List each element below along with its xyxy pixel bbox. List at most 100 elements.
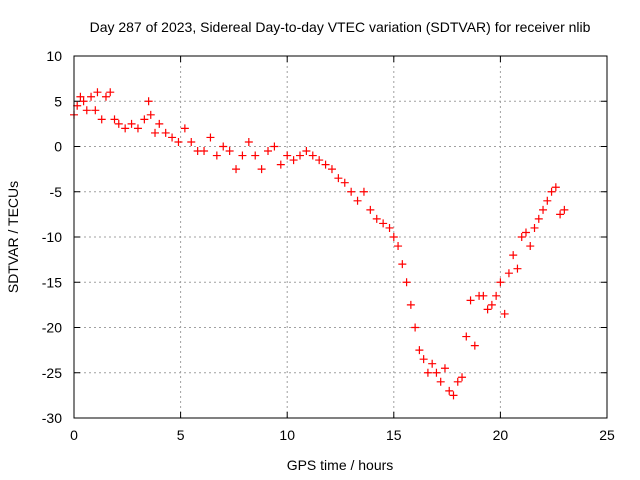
data-point — [470, 341, 479, 350]
data-point — [334, 174, 343, 183]
data-point — [270, 142, 279, 151]
data-point — [547, 187, 556, 196]
data-point — [289, 156, 298, 165]
data-point — [82, 106, 91, 115]
data-point — [462, 332, 471, 341]
y-tick-label: -20 — [42, 320, 62, 336]
data-point — [146, 110, 155, 119]
data-point — [251, 151, 260, 160]
data-point — [110, 115, 119, 124]
data-point — [517, 233, 526, 241]
x-tick-label: 25 — [599, 427, 615, 443]
data-point — [428, 359, 437, 368]
data-point — [97, 115, 106, 124]
data-points — [70, 88, 569, 400]
y-tick-label: 10 — [46, 48, 62, 64]
data-point — [487, 300, 496, 309]
data-point — [127, 119, 136, 128]
data-point — [445, 386, 454, 395]
data-point — [140, 115, 149, 124]
data-point — [492, 291, 501, 300]
data-point — [458, 373, 467, 382]
data-point — [379, 219, 388, 228]
data-point — [449, 391, 458, 400]
data-point — [232, 165, 241, 174]
data-point — [238, 151, 247, 160]
data-point — [509, 251, 518, 260]
data-point — [225, 147, 234, 156]
data-point — [174, 137, 183, 146]
y-tick-label: -15 — [42, 274, 62, 290]
data-point — [359, 187, 368, 196]
x-tick-label: 5 — [177, 427, 185, 443]
data-point — [479, 291, 488, 300]
data-point — [526, 242, 535, 251]
data-point — [168, 133, 177, 142]
data-point — [101, 92, 110, 101]
data-point — [91, 106, 100, 115]
data-point — [556, 210, 565, 219]
data-point — [155, 119, 164, 128]
data-point — [453, 377, 462, 386]
data-point — [308, 151, 317, 160]
data-point — [385, 223, 394, 232]
y-tick-label: -5 — [50, 184, 63, 200]
data-point — [315, 156, 324, 165]
data-point — [244, 137, 253, 146]
data-point — [212, 151, 221, 160]
data-point — [180, 124, 189, 133]
data-point — [144, 97, 153, 106]
data-point — [340, 178, 349, 187]
data-point — [440, 364, 449, 373]
x-tick-label: 10 — [279, 427, 295, 443]
x-tick-label: 20 — [493, 427, 509, 443]
data-point — [530, 223, 539, 232]
data-point — [302, 147, 311, 156]
data-point — [402, 278, 411, 287]
data-point — [560, 205, 569, 214]
chart-title: Day 287 of 2023, Sidereal Day-to-day VTE… — [90, 19, 591, 35]
data-point — [500, 309, 509, 318]
data-point — [79, 97, 88, 106]
data-point — [466, 296, 475, 305]
axis-ticks: 0 5 10 15 20 25 -30 -25 -20 -15 -10 -5 0 5 10 — [42, 48, 615, 443]
data-point — [521, 228, 530, 237]
data-point — [432, 368, 441, 377]
data-point — [121, 124, 130, 133]
data-point — [321, 160, 330, 169]
data-point — [87, 92, 96, 101]
data-point — [496, 278, 505, 287]
y-tick-label: -25 — [42, 365, 62, 381]
data-point — [161, 128, 170, 137]
data-point — [73, 101, 82, 110]
data-point — [206, 133, 215, 142]
data-point — [264, 147, 273, 156]
data-point — [372, 214, 381, 223]
data-point — [406, 300, 415, 309]
data-point — [276, 160, 285, 169]
data-point — [257, 165, 266, 174]
data-point — [76, 92, 85, 101]
data-point — [283, 151, 292, 160]
data-point — [106, 88, 115, 97]
data-point — [543, 196, 552, 205]
data-point — [398, 260, 407, 269]
data-point — [389, 233, 398, 241]
data-point — [394, 242, 403, 251]
data-point — [353, 196, 362, 205]
data-point — [415, 346, 424, 355]
y-tick-label: -10 — [42, 229, 62, 245]
data-point — [200, 147, 209, 156]
data-point — [513, 264, 522, 273]
x-tick-label: 15 — [386, 427, 402, 443]
data-point — [114, 119, 123, 128]
y-tick-label: 0 — [54, 139, 62, 155]
grid-lines — [74, 56, 607, 418]
data-point — [93, 88, 102, 97]
data-point — [534, 214, 543, 223]
data-point — [366, 205, 375, 214]
x-tick-label: 0 — [70, 427, 78, 443]
data-point — [187, 137, 196, 146]
y-axis-label: SDTVAR / TECUs — [5, 181, 21, 293]
